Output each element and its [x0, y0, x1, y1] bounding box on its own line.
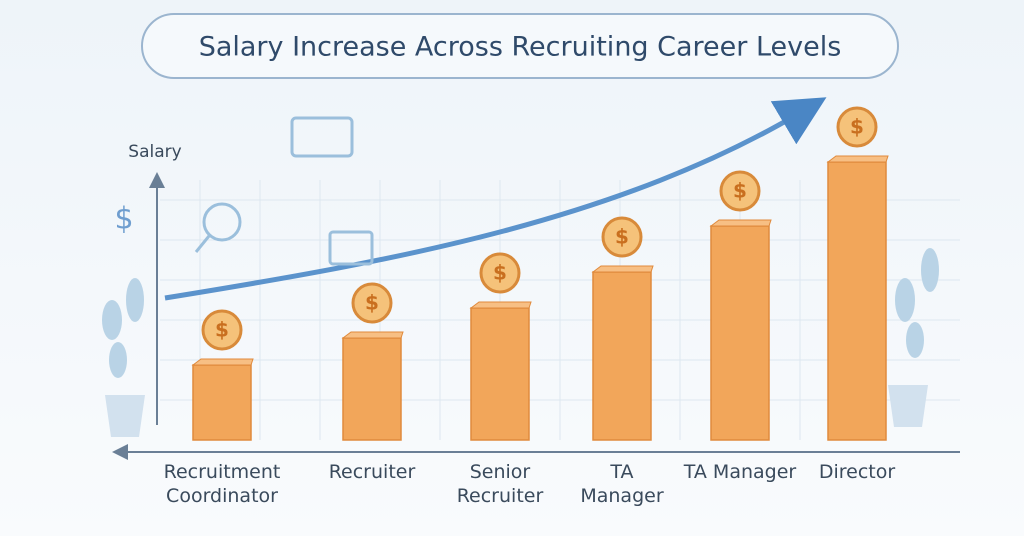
- bar-top: [341, 331, 404, 339]
- x-tick-label: Director: [818, 461, 896, 483]
- chart-title: Salary Increase Across Recruiting Career…: [199, 32, 842, 63]
- title-pill: [141, 13, 899, 79]
- coin-symbol: $: [850, 115, 864, 139]
- bar-top: [591, 265, 654, 273]
- x-tick-label: Senior Recruiter: [456, 461, 544, 507]
- bar: [342, 337, 402, 441]
- coin: [479, 252, 521, 294]
- plants: [102, 248, 939, 437]
- trend-arrow: [164, 97, 827, 301]
- coin: [601, 216, 643, 258]
- bar: [710, 225, 770, 441]
- coin-symbol: $: [615, 225, 629, 249]
- decor: [194, 116, 374, 266]
- coin: [201, 309, 243, 351]
- bar-top: [709, 219, 772, 227]
- coin: [719, 170, 761, 212]
- x-tick-label: TA Manager: [580, 461, 664, 507]
- coin: [836, 106, 878, 148]
- y-axis-label: Salary: [128, 142, 181, 162]
- coin: [351, 282, 393, 324]
- x-tick-label: TA Manager: [683, 461, 797, 483]
- coin-symbol: $: [365, 291, 379, 315]
- x-tick-label: Recruitment Coordinator: [163, 461, 281, 507]
- bar: [192, 364, 252, 441]
- bar-top: [826, 155, 889, 163]
- coin-symbol: $: [733, 179, 747, 203]
- bar: [470, 307, 530, 441]
- coin-symbol: $: [493, 261, 507, 285]
- bar: [827, 161, 887, 441]
- x-tick-label: Recruiter: [328, 461, 416, 483]
- dollar-icon: $: [114, 202, 133, 237]
- bar-top: [191, 358, 254, 366]
- coin-symbol: $: [215, 318, 229, 342]
- bar-top: [469, 301, 532, 309]
- bar: [592, 271, 652, 441]
